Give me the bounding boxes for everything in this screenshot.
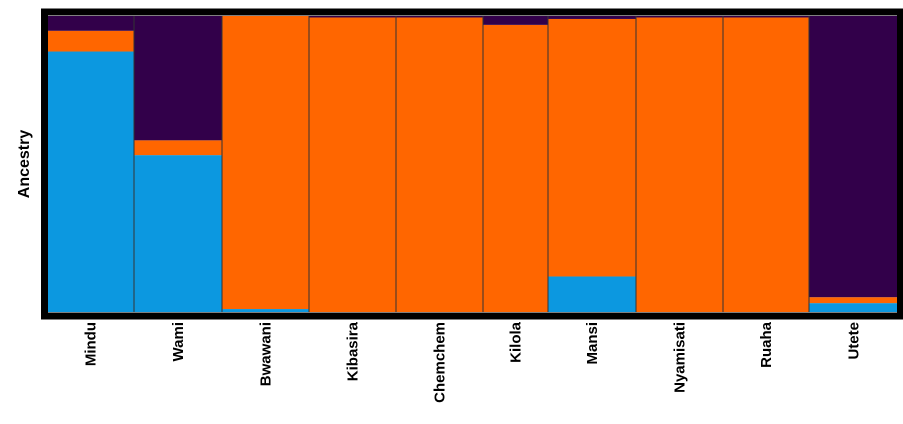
tick-label-kilola: Kilola — [508, 321, 525, 362]
x-tick-labels: Mindu Wami Bwawani Kibasira Chemchem Kilola Ma… — [83, 321, 863, 403]
bar-mindu-orange — [47, 30, 134, 52]
bar-nyamisati-orange — [636, 17, 723, 312]
bar-ruaha-purple — [723, 16, 809, 18]
bar-mansi-orange — [548, 18, 636, 277]
tick-label-wami: Wami — [170, 322, 187, 361]
tick-label-kibasira: Kibasira — [345, 321, 362, 381]
bar-wami-purple — [134, 16, 222, 141]
bar-kilola-orange — [483, 24, 548, 312]
bar-kibasira-orange — [309, 17, 396, 312]
bar-wami-blue — [134, 155, 222, 312]
bar-chemchem-orange — [396, 17, 483, 312]
tick-label-mindu: Mindu — [83, 322, 100, 366]
population-separators — [133, 16, 810, 312]
tick-label-utete: Utete — [846, 322, 863, 360]
bar-bwawani-orange — [222, 16, 309, 310]
plot-frame — [41, 8, 903, 320]
bar-ruaha-orange — [723, 17, 809, 312]
bar-utete-purple — [809, 16, 898, 298]
bar-mindu-purple — [47, 16, 134, 31]
bar-utete-blue — [809, 303, 898, 312]
bar-nyamisati-purple — [636, 16, 723, 18]
bar-mansi-purple — [548, 16, 636, 19]
bar-mansi-blue — [548, 276, 636, 312]
bar-utete-orange — [809, 297, 898, 304]
bar-chemchem-purple — [396, 16, 483, 18]
tick-label-chemchem: Chemchem — [432, 322, 449, 403]
tick-label-ruaha: Ruaha — [758, 321, 775, 368]
bar-kibasira-purple — [309, 16, 396, 18]
bar-kilola-purple — [483, 16, 548, 25]
y-axis-label: Ancestry — [16, 130, 33, 199]
bar-wami-orange — [134, 140, 222, 156]
bar-bwawani-blue — [222, 309, 309, 312]
plot-area — [47, 16, 898, 313]
bar-mindu-blue — [47, 51, 134, 313]
tick-label-bwawani: Bwawani — [258, 322, 275, 386]
tick-label-mansi: Mansi — [584, 322, 601, 365]
tick-label-nyamisati: Nyamisati — [672, 322, 689, 393]
